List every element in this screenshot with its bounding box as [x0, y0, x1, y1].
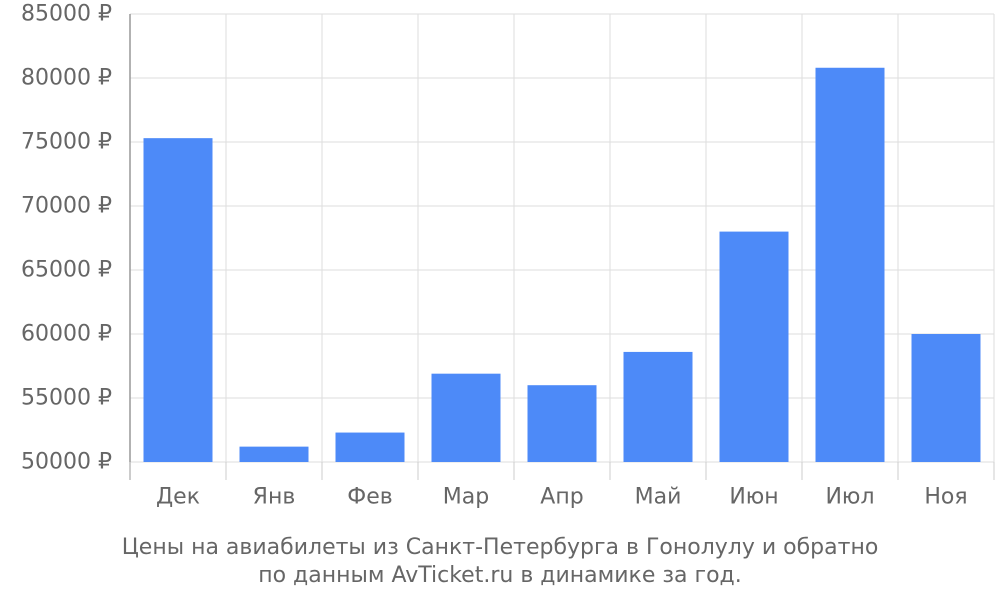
- y-tick-label: 60000 ₽: [21, 322, 112, 347]
- x-tick-label: Дек: [156, 485, 200, 510]
- y-tick-label: 85000 ₽: [21, 2, 112, 27]
- bar-Май: [623, 351, 693, 462]
- bar-Мар: [431, 373, 501, 462]
- y-tick-labels: 50000 ₽ 55000 ₽ 60000 ₽ 65000 ₽ 70000 ₽ 75000…: [21, 2, 112, 475]
- y-tick-label: 65000 ₽: [21, 258, 112, 283]
- x-tick-label: Июн: [729, 485, 778, 510]
- x-tick-label: Май: [635, 485, 682, 510]
- y-tick-label: 80000 ₽: [21, 66, 112, 91]
- chart-title-line-2: по данным AvTicket.ru в динамике за год.: [258, 563, 742, 588]
- bar-Янв: [239, 446, 309, 462]
- x-tick-label: Апр: [540, 485, 583, 510]
- bar-Дек: [143, 138, 213, 462]
- x-tick-label: Ноя: [924, 485, 967, 510]
- x-tick-label: Фев: [347, 485, 392, 510]
- axes: [129, 14, 995, 480]
- y-tick-label: 55000 ₽: [21, 386, 112, 411]
- x-tick-label: Июл: [825, 485, 874, 510]
- x-tick-labels: Дек Янв Фев Мар Апр Май Июн Июл Ноя: [156, 485, 968, 510]
- bar-chart: 50000 ₽ 55000 ₽ 60000 ₽ 65000 ₽ 70000 ₽ 75000…: [21, 2, 995, 510]
- y-tick-label: 50000 ₽: [21, 450, 112, 475]
- y-tick-label: 75000 ₽: [21, 130, 112, 155]
- bar-Ноя: [911, 334, 981, 462]
- bar-Июл: [815, 67, 885, 462]
- bar-Фев: [335, 432, 405, 462]
- bar-Июн: [719, 231, 789, 462]
- bars: [143, 67, 981, 462]
- y-tick-label: 70000 ₽: [21, 194, 112, 219]
- chart-title-line-1: Цены на авиабилеты из Санкт-Петербурга в…: [121, 535, 879, 560]
- bar-Апр: [527, 385, 597, 462]
- x-tick-label: Янв: [253, 485, 296, 510]
- x-tick-label: Мар: [443, 485, 489, 510]
- grid-lines: [130, 13, 995, 463]
